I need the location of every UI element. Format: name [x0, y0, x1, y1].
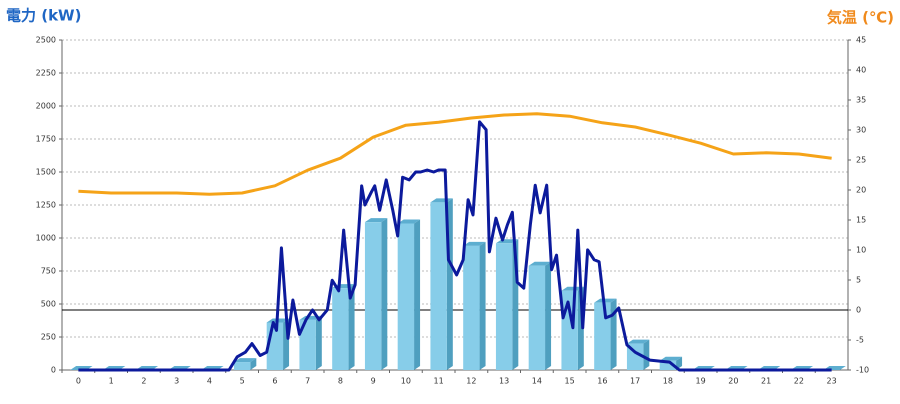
bar-face — [250, 358, 257, 370]
bar — [430, 198, 453, 370]
y2-tick-label: 0 — [856, 306, 861, 315]
x-tick-label: 16 — [597, 377, 607, 386]
y2-tick-label: -10 — [856, 366, 869, 375]
y-tick-label: 2500 — [36, 36, 56, 45]
bar-face — [528, 265, 546, 370]
bar-face — [414, 219, 421, 370]
y-tick-label: 500 — [41, 300, 56, 309]
bar-face — [348, 284, 355, 370]
bar — [397, 219, 421, 370]
x-tick-label: 14 — [532, 377, 542, 386]
temperature-line — [78, 112, 832, 196]
bar-face — [659, 356, 683, 361]
bar-face — [299, 319, 316, 370]
bar — [463, 241, 486, 370]
bar-face — [430, 202, 447, 370]
y-tick-label: 1750 — [36, 135, 56, 144]
x-tick-label: 18 — [663, 377, 673, 386]
y2-tick-label: 10 — [856, 246, 866, 255]
bar-face — [545, 261, 552, 370]
bar-face — [479, 241, 486, 370]
bar-face — [528, 261, 552, 266]
x-tick-label: 2 — [141, 377, 146, 386]
bar-face — [315, 315, 322, 370]
bar-face — [397, 223, 415, 370]
bar-face — [332, 288, 349, 370]
y-tick-label: 2250 — [36, 69, 56, 78]
bar — [233, 358, 257, 370]
y2-tick-label: 45 — [856, 36, 866, 45]
bar-face — [659, 360, 677, 370]
y-tick-label: 750 — [41, 267, 56, 276]
bar — [528, 261, 552, 370]
x-tick-label: 3 — [174, 377, 179, 386]
bar-face — [626, 339, 650, 344]
x-tick-label: 19 — [696, 377, 706, 386]
x-tick-label: 8 — [338, 377, 343, 386]
x-tick-label: 20 — [728, 377, 738, 386]
bar-face — [594, 302, 611, 370]
y-tick-label: 1000 — [36, 234, 56, 243]
bar-face — [643, 339, 650, 370]
bar-face — [463, 245, 480, 370]
x-tick-label: 9 — [371, 377, 376, 386]
bar-face — [561, 286, 584, 291]
power-line — [78, 120, 832, 372]
y2-tick-label: 25 — [856, 156, 866, 165]
x-tick-label: 22 — [794, 377, 804, 386]
bar — [332, 284, 355, 370]
y2-tick-label: 30 — [856, 126, 866, 135]
y-tick-label: 1250 — [36, 201, 56, 210]
x-tick-label: 7 — [305, 377, 310, 386]
bar-face — [233, 362, 251, 370]
y-tick-label: 2000 — [36, 102, 56, 111]
x-tick-label: 10 — [401, 377, 411, 386]
y2-tick-label: 5 — [856, 276, 861, 285]
x-tick-label: 6 — [272, 377, 277, 386]
bar — [299, 315, 322, 370]
bar-face — [233, 358, 257, 363]
y2-tick-label: -5 — [856, 336, 864, 345]
y2-axis-title: 気温 (℃) — [827, 9, 894, 27]
y-tick-label: 1500 — [36, 168, 56, 177]
x-tick-label: 23 — [827, 377, 837, 386]
x-tick-label: 0 — [76, 377, 81, 386]
x-tick-label: 11 — [434, 377, 444, 386]
y2-tick-label: 40 — [856, 66, 866, 75]
bar-face — [495, 243, 513, 370]
bar-face — [463, 241, 486, 246]
bar — [364, 218, 388, 370]
y-tick-label: 0 — [51, 366, 56, 375]
y-axis-title: 電力 (kW) — [6, 7, 81, 25]
y2-tick-label: 35 — [856, 96, 866, 105]
bar-face — [364, 222, 382, 370]
bar-face — [594, 298, 617, 303]
bar-face — [381, 218, 388, 370]
x-tick-label: 12 — [466, 377, 476, 386]
x-tick-label: 15 — [565, 377, 575, 386]
bar-face — [397, 219, 421, 224]
y-tick-label: 250 — [41, 333, 56, 342]
y2-tick-label: 20 — [856, 186, 866, 195]
x-tick-label: 13 — [499, 377, 509, 386]
y2-tick-label: 15 — [856, 216, 866, 225]
x-tick-label: 17 — [630, 377, 640, 386]
bar-face — [364, 218, 388, 223]
x-tick-label: 1 — [109, 377, 114, 386]
x-tick-label: 21 — [761, 377, 771, 386]
x-tick-label: 5 — [240, 377, 245, 386]
x-tick-label: 4 — [207, 377, 212, 386]
